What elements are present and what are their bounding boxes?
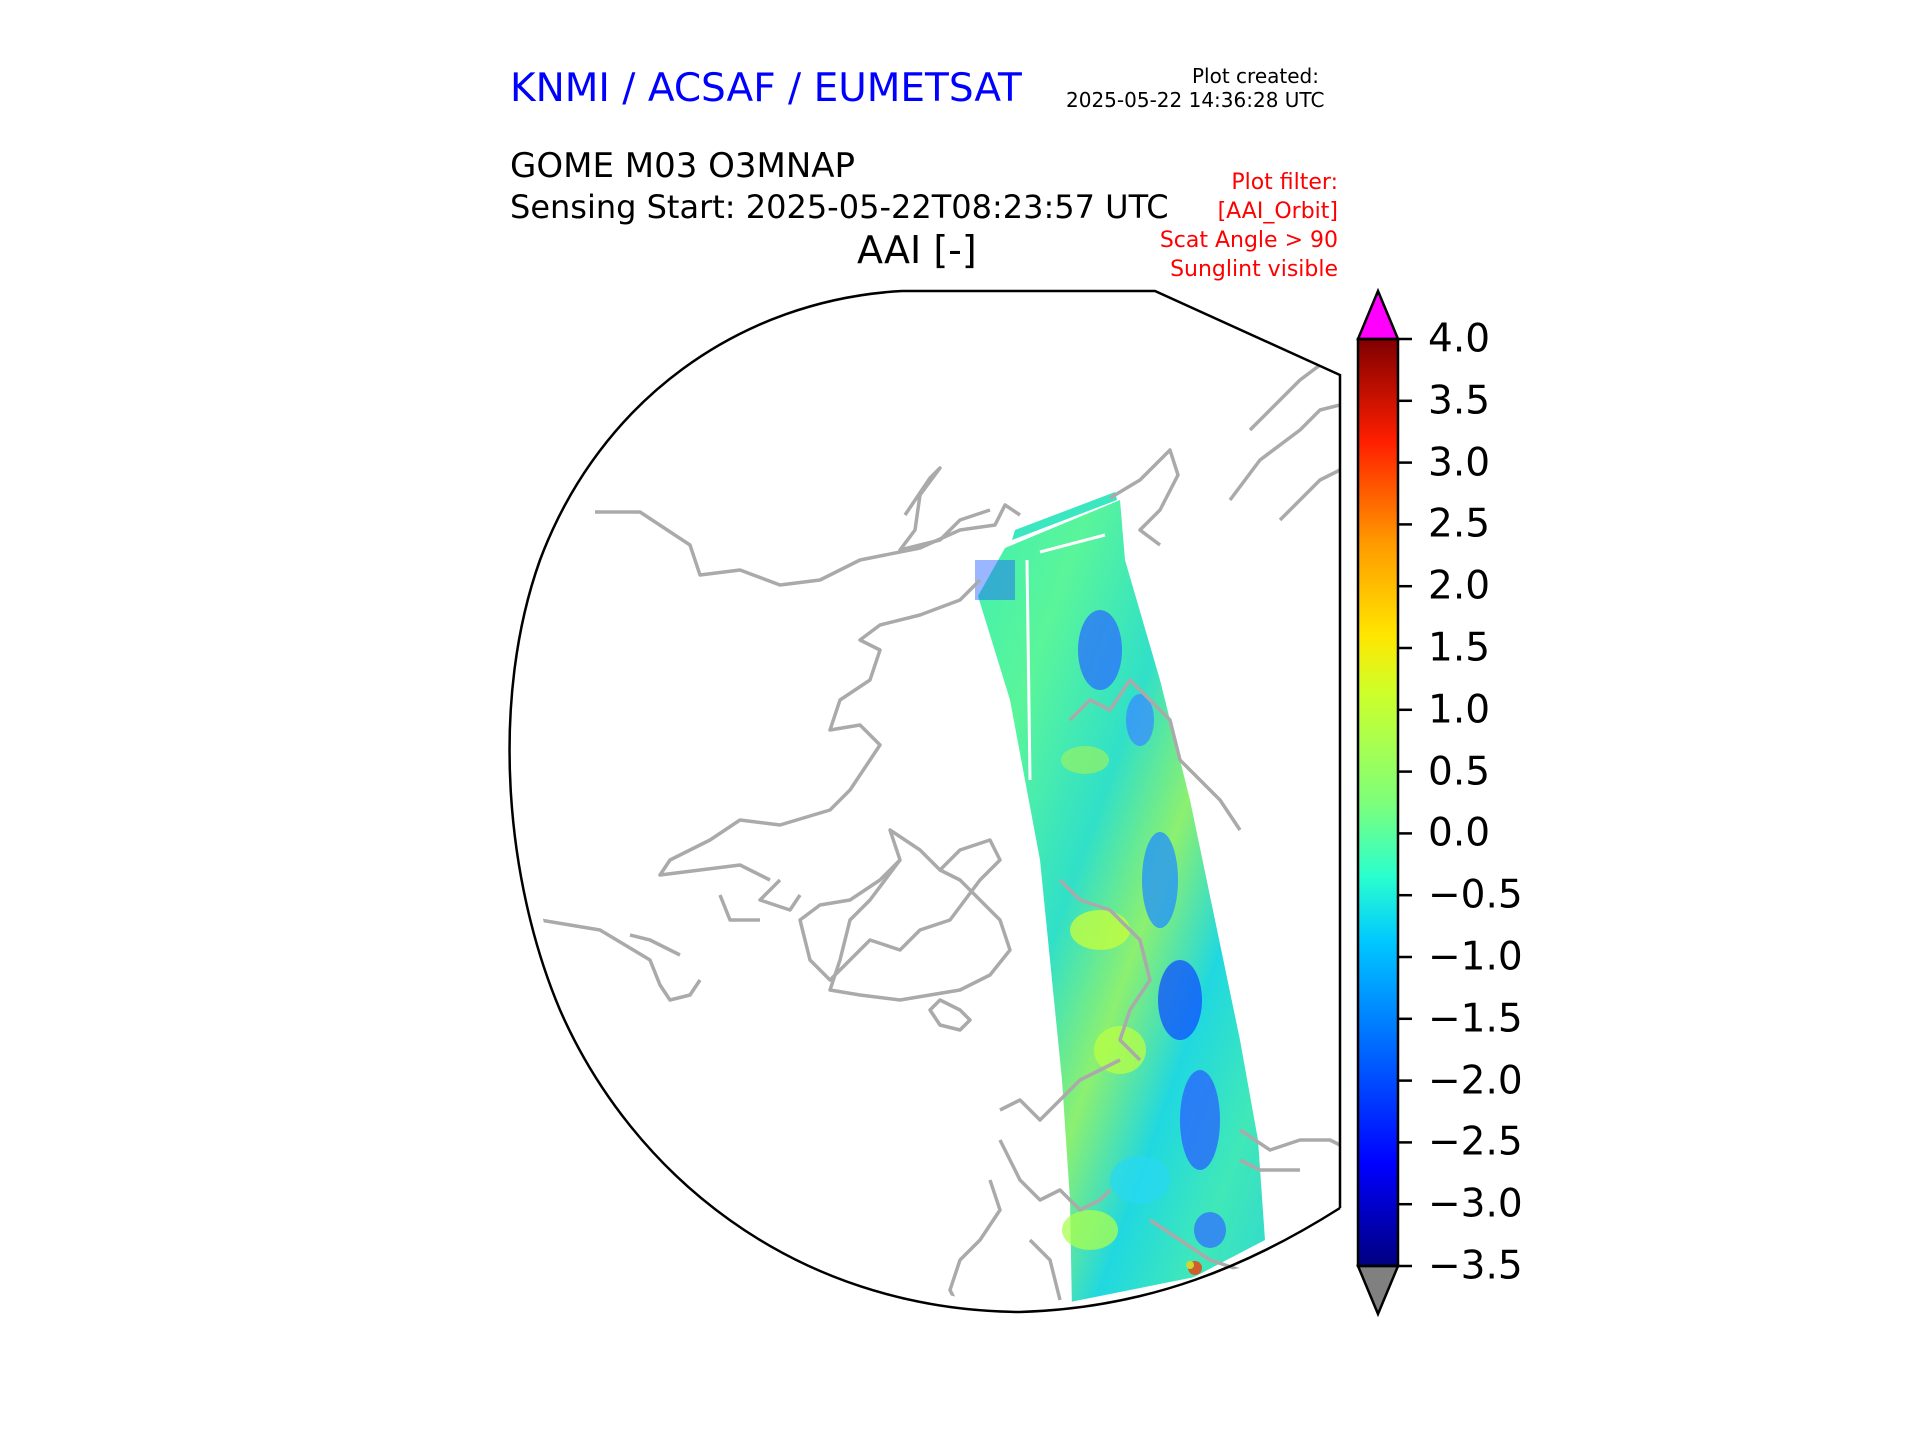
filter-line: [AAI_Orbit] — [1217, 199, 1338, 224]
colorbar-extend-max — [1356, 287, 1400, 341]
sensing-start: Sensing Start: 2025-05-22T08:23:57 UTC — [510, 188, 1169, 226]
plot-created-time: 2025-05-22 14:36:28 UTC — [1066, 88, 1325, 112]
colorbar-tick-label: −3.0 — [1428, 1181, 1523, 1227]
coastlines — [524, 358, 1340, 1311]
product-title: GOME M03 O3MNAP — [510, 146, 856, 186]
colorbar-outline — [1356, 337, 1400, 1268]
colorbar-tick-label: −0.5 — [1428, 872, 1523, 918]
colorbar-tick-label: 2.5 — [1428, 501, 1491, 547]
swath-gap-line — [1025, 559, 1032, 781]
colorbar-tick-label: −3.5 — [1428, 1243, 1523, 1289]
organisation-title: KNMI / ACSAF / EUMETSAT — [510, 66, 1022, 111]
colorbar-tick-label: 1.0 — [1428, 687, 1491, 733]
swath-gap-line — [1039, 533, 1106, 554]
filter-line: Sunglint visible — [1170, 257, 1338, 282]
variable-title: AAI [-] — [857, 228, 977, 272]
filter-line: Plot filter: — [1231, 170, 1338, 195]
colorbar-tick-label: 2.0 — [1428, 563, 1491, 609]
colorbar-tick-label: −2.5 — [1428, 1119, 1523, 1165]
map-frame — [902, 289, 1342, 1208]
plot-created-label: Plot created: — [1192, 64, 1319, 88]
colorbar-tick-label: −1.0 — [1428, 934, 1523, 980]
filter-line: Scat Angle > 90 — [1159, 228, 1338, 253]
colorbar-tick-label: 3.0 — [1428, 440, 1491, 486]
swath-texture — [975, 560, 1226, 1275]
colorbar — [1356, 287, 1412, 1318]
colorbar-body — [1358, 339, 1398, 1266]
colorbar-tick-label: 1.5 — [1428, 625, 1491, 671]
colorbar-tick-label: 4.0 — [1428, 316, 1491, 362]
swath-north-strip — [1012, 492, 1117, 540]
colorbar-tick-label: 0.0 — [1428, 810, 1491, 856]
colorbar-tick-label: 0.5 — [1428, 749, 1491, 795]
colorbar-tick-label: −1.5 — [1428, 996, 1523, 1042]
map-frame-arc — [508, 289, 1341, 1314]
colorbar-extend-min — [1356, 1264, 1400, 1318]
plot-filter-notes: Plot filter: [AAI_Orbit] Scat Angle > 90… — [1160, 168, 1338, 284]
colorbar-tick-label: −2.0 — [1428, 1058, 1523, 1104]
colorbar-tick-label: 3.5 — [1428, 378, 1491, 424]
